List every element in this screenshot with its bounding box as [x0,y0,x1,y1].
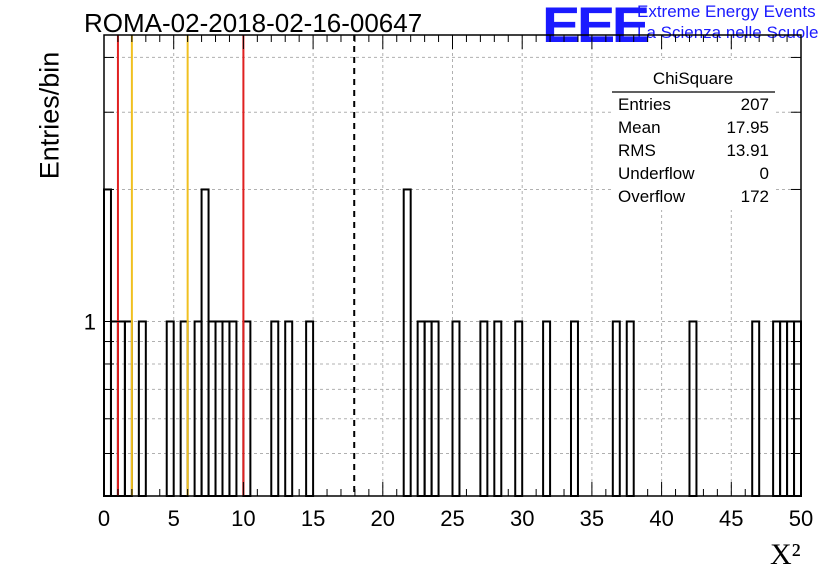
histogram-bar [109,320,119,498]
stats-row-value: 207 [741,95,769,114]
logo-subtitle-line1: Extreme Energy Events [637,2,816,21]
histogram-bar [786,320,796,498]
histogram-bar [751,320,761,498]
stats-box: ChiSquare Entries 207 Mean 17.95 RMS 13.91 Und… [612,60,775,210]
x-tick-label: 45 [719,506,743,531]
stats-box-background [612,60,775,210]
histogram-bar [305,320,315,498]
histogram-bar [493,320,503,498]
histogram-bar [221,320,231,498]
marker-lines [116,35,356,496]
stats-row-label: RMS [618,141,656,160]
x-tick-label: 30 [510,506,534,531]
histogram-bar [569,320,579,498]
x-tick-label: 25 [440,506,464,531]
histogram-bar [479,320,489,498]
histogram-bar [688,320,698,498]
stats-row-value: 172 [741,187,769,206]
histogram-bar [193,320,203,498]
histogram-bar [416,320,426,498]
histogram-bar [451,320,461,498]
histogram-bar [430,320,440,498]
histogram-bar [165,320,175,498]
histogram-bar [793,320,803,498]
histogram-bar [214,320,224,498]
x-tick-label: 35 [580,506,604,531]
x-tick-label: 50 [789,506,813,531]
y-tick-labels: 1 [84,309,96,334]
stats-row-value: 0 [760,164,769,183]
eee-logo: EEE [542,0,650,53]
histogram-bar [611,320,621,498]
histogram-bar [625,320,635,498]
histogram-bar [779,320,789,498]
x-tick-label: 0 [98,506,110,531]
histogram-bar [242,320,252,498]
x-tick-label: 5 [168,506,180,531]
x-tick-label: 40 [649,506,673,531]
histogram-bar [116,320,126,498]
histogram-bar [123,320,133,498]
histogram-bar [200,188,210,497]
histogram-bar [772,320,782,498]
axis-ticks [103,35,802,496]
x-axis-label: X² [770,538,801,571]
histogram-bar [137,320,147,498]
y-tick-label: 1 [84,309,96,334]
stats-row-label: Overflow [618,187,686,206]
histogram-bar [423,320,433,498]
histogram-bar [270,320,280,498]
histogram-bar [514,320,524,498]
histogram-bar [284,320,294,498]
stats-row-label: Underflow [618,164,695,183]
x-tick-label: 10 [231,506,255,531]
x-tick-labels: 0 5 10 15 20 25 30 35 40 45 50 [98,506,813,531]
histogram-bar [207,320,217,498]
histogram-bar [402,188,412,497]
histogram-bar [103,188,112,497]
x-tick-label: 15 [301,506,325,531]
histogram-bar [542,320,552,498]
histogram-bar [179,320,189,498]
stats-row-value: 17.95 [726,118,769,137]
stats-row-label: Entries [618,95,671,114]
plot-title: ROMA-02-2018-02-16-00647 [84,8,423,38]
stats-row-label: Mean [618,118,661,137]
histogram-bar [228,320,238,498]
x-tick-label: 20 [371,506,395,531]
stats-row-value: 13.91 [726,141,769,160]
stats-box-title: ChiSquare [653,69,733,88]
